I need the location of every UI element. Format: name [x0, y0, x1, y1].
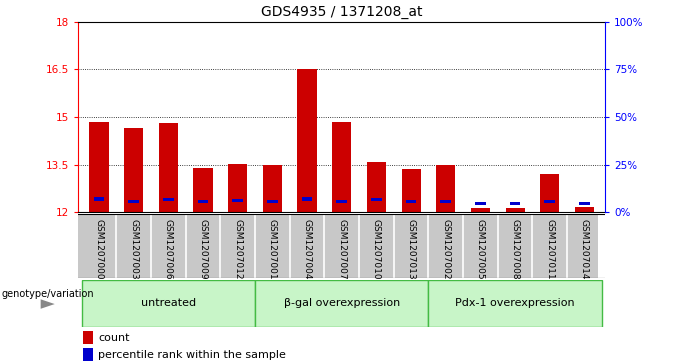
Text: β-gal overexpression: β-gal overexpression — [284, 298, 400, 308]
Bar — [436, 166, 455, 212]
Bar — [163, 198, 173, 201]
Bar — [263, 166, 282, 212]
Text: genotype/variation: genotype/variation — [1, 289, 95, 299]
Bar — [90, 122, 109, 212]
Text: GSM1207011: GSM1207011 — [545, 219, 554, 280]
Text: GSM1207010: GSM1207010 — [372, 219, 381, 280]
Bar — [579, 202, 590, 205]
Bar — [337, 200, 347, 203]
Bar — [194, 168, 213, 212]
Bar — [401, 170, 420, 212]
Bar — [84, 331, 93, 344]
Text: GSM1207014: GSM1207014 — [580, 219, 589, 280]
Bar — [428, 280, 602, 327]
Text: GSM1207008: GSM1207008 — [511, 219, 520, 280]
Bar — [159, 123, 178, 212]
Bar — [267, 200, 277, 203]
Text: Pdx-1 overexpression: Pdx-1 overexpression — [455, 298, 575, 308]
Bar — [505, 208, 524, 212]
Bar — [129, 200, 139, 203]
Bar — [198, 200, 208, 203]
Title: GDS4935 / 1371208_at: GDS4935 / 1371208_at — [261, 5, 422, 19]
Text: untreated: untreated — [141, 298, 196, 308]
Bar — [371, 198, 381, 201]
Bar — [233, 199, 243, 202]
Text: GSM1207006: GSM1207006 — [164, 219, 173, 280]
Bar — [84, 348, 93, 361]
Bar — [82, 280, 255, 327]
Text: count: count — [98, 333, 130, 343]
Text: GSM1207005: GSM1207005 — [476, 219, 485, 280]
Bar — [367, 162, 386, 212]
Text: GSM1207000: GSM1207000 — [95, 219, 103, 280]
Bar — [332, 122, 352, 212]
Text: GSM1207004: GSM1207004 — [303, 219, 311, 280]
Text: GSM1207012: GSM1207012 — [233, 219, 242, 280]
Bar — [545, 200, 555, 203]
Bar — [475, 202, 486, 205]
Bar — [255, 280, 428, 327]
Bar — [540, 174, 559, 212]
Text: GSM1207003: GSM1207003 — [129, 219, 138, 280]
Text: GSM1207009: GSM1207009 — [199, 219, 207, 280]
Bar — [124, 128, 143, 212]
Bar — [575, 207, 594, 212]
Bar — [94, 197, 104, 201]
Text: GSM1207013: GSM1207013 — [407, 219, 415, 280]
Text: GSM1207007: GSM1207007 — [337, 219, 346, 280]
Text: GSM1207002: GSM1207002 — [441, 219, 450, 280]
Bar — [228, 164, 248, 212]
Bar — [406, 200, 416, 203]
Text: GSM1207001: GSM1207001 — [268, 219, 277, 280]
Bar — [510, 202, 520, 205]
Bar — [297, 69, 317, 212]
Bar — [471, 208, 490, 212]
Text: percentile rank within the sample: percentile rank within the sample — [98, 350, 286, 360]
Bar — [441, 200, 451, 203]
Bar — [302, 197, 312, 201]
Polygon shape — [41, 299, 54, 309]
